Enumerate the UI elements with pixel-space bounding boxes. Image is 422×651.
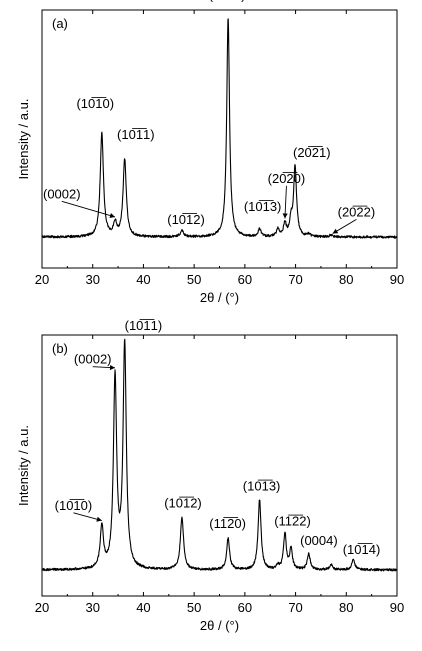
panel-label: (b)	[52, 341, 68, 356]
x-tick-label: 20	[35, 272, 49, 287]
peak-label: (20̅2̅1)	[293, 145, 331, 160]
arrowhead	[332, 228, 339, 234]
peak-label: (11̅2̅0)	[209, 0, 246, 3]
x-tick-label: 50	[187, 600, 201, 615]
x-tick-label: 80	[339, 600, 353, 615]
panel-b: 20 30 40 50 60 70 80 90 2θ / (°) Intensity / a.u.…	[16, 318, 404, 633]
xrd-pattern-line	[41, 18, 398, 239]
panel-label: (a)	[52, 16, 68, 31]
peak-label: (0004)	[300, 533, 338, 548]
peak-label: (10̅1̅1)	[117, 127, 155, 142]
x-tick-label: 30	[85, 600, 99, 615]
x-axis-label: 2θ / (°)	[200, 290, 239, 305]
xrd-pattern-line	[41, 338, 398, 572]
x-tick-label: 60	[238, 600, 252, 615]
x-tick-label: 30	[85, 272, 99, 287]
peak-label-leader	[61, 200, 116, 218]
x-tick-label: 60	[238, 272, 252, 287]
peak-label: (20̅2̅2)	[338, 204, 376, 219]
peak-label: (0002)	[74, 352, 112, 367]
x-tick-label: 70	[288, 600, 302, 615]
peak-label-leader	[284, 185, 287, 219]
peak-label: (10̅1̅1)	[125, 318, 163, 333]
x-tick-label: 50	[187, 272, 201, 287]
peak-label: (10̅1̅2)	[164, 495, 202, 510]
y-axis-label: Intensity / a.u.	[16, 99, 31, 180]
x-axis-label: 2θ / (°)	[200, 618, 239, 633]
peak-label: (10̅1̅0)	[76, 96, 114, 111]
x-tick-label: 40	[136, 272, 150, 287]
x-tick-label: 90	[390, 600, 404, 615]
arrowhead	[282, 213, 288, 219]
arrowhead	[109, 213, 116, 219]
peak-label: (10̅1̅2)	[167, 212, 205, 227]
arrowhead	[109, 364, 116, 371]
peak-label: (10̅1̅0)	[55, 498, 93, 513]
peak-label: (20̅2̅0)	[268, 171, 306, 186]
peak-label: (10̅1̅3)	[243, 478, 281, 493]
peak-label: (10̅1̅4)	[343, 542, 381, 557]
arrowhead	[96, 516, 102, 522]
x-tick-label: 80	[339, 272, 353, 287]
peak-label: (10̅1̅3)	[244, 199, 282, 214]
peak-label: (0002)	[43, 186, 81, 201]
peak-label: (11̅2̅0)	[209, 516, 246, 531]
peak-label: (11̅2̅2)	[274, 514, 311, 529]
y-axis-label: Intensity / a.u.	[16, 425, 31, 506]
x-tick-label: 20	[35, 600, 49, 615]
panel-a: 20 30 40 50 60 70 80 90 2θ / (°) Intensity / a.u.…	[16, 0, 404, 305]
x-tick-label: 90	[390, 272, 404, 287]
x-tick-label: 40	[136, 600, 150, 615]
x-tick-label: 70	[288, 272, 302, 287]
